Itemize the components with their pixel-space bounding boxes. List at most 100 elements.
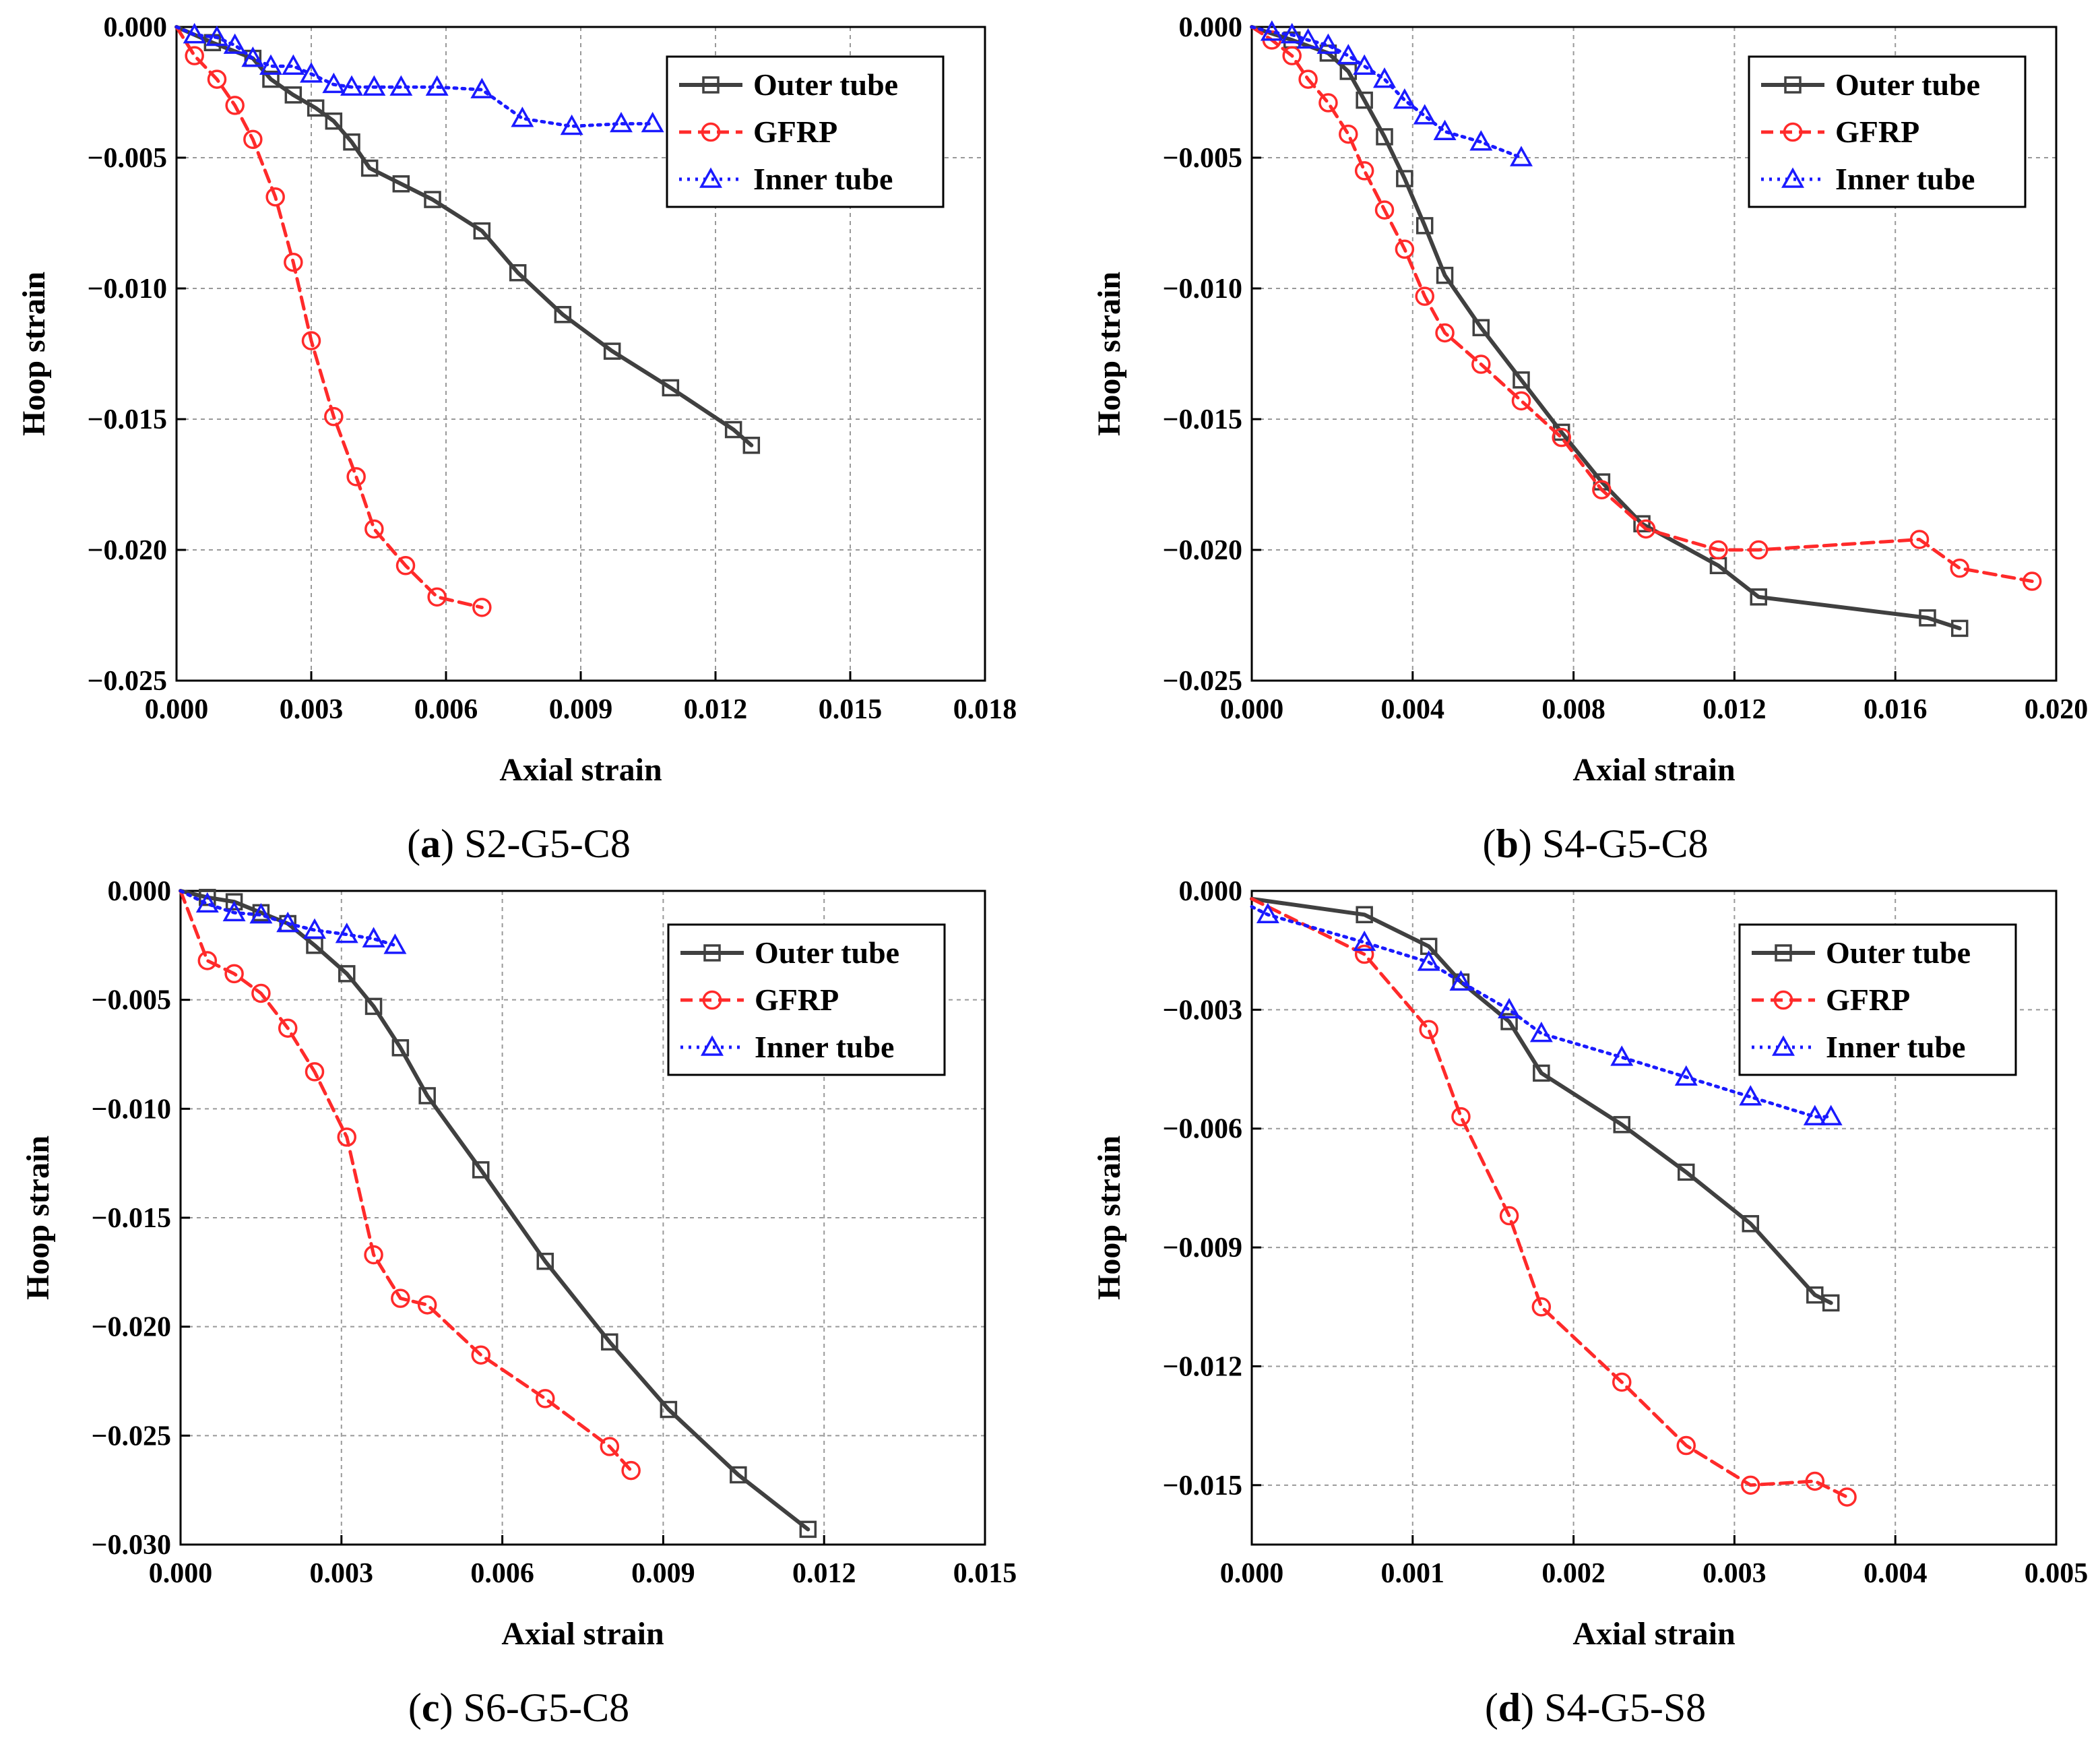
data-point-inner [340, 75, 363, 96]
gridlines [1252, 27, 2056, 681]
data-point-outer [1356, 91, 1373, 109]
caption-paren-open: ( [407, 821, 420, 866]
y-tick-label: −0.020 [88, 535, 167, 566]
legend-marker-inner [1772, 1035, 1795, 1056]
x-tick-label: 0.001 [1381, 1558, 1445, 1589]
series-line-outer [179, 889, 810, 1532]
data-point-outer [418, 1087, 436, 1105]
data-point-outer [307, 99, 325, 117]
data-point-gfrp [1339, 124, 1358, 144]
y-tick-label: −0.010 [92, 1094, 171, 1125]
data-point-inner [1417, 950, 1440, 971]
data-point-inner [1260, 20, 1283, 41]
y-tick-label: −0.025 [1163, 666, 1242, 697]
legend-marker-gfrp [702, 990, 722, 1010]
data-point-inner [1393, 88, 1416, 109]
y-tick-label: −0.012 [1163, 1351, 1242, 1382]
legend: Outer tube GFRP Inner tube [1748, 55, 2027, 208]
data-point-gfrp [600, 1437, 620, 1456]
y-tick-label: 0.000 [108, 876, 172, 907]
panel-d: 0.000 0.001 0.002 0.003 0.004 0.005 0.000 −0.00… [1091, 876, 2088, 1730]
x-tick-label: 0.002 [1541, 1558, 1605, 1589]
data-point-outer [1678, 1163, 1695, 1181]
caption-specimen: S6-G5-C8 [463, 1685, 629, 1730]
data-point-outer [799, 1520, 817, 1539]
y-tick-label: 0.000 [1179, 876, 1243, 907]
series-line-outer [174, 25, 754, 447]
x-tick-label: 0.008 [1541, 694, 1605, 725]
data-point-outer [262, 70, 280, 88]
data-point-gfrp [536, 1389, 555, 1408]
data-point-gfrp [278, 1018, 298, 1038]
y-tick-label: −0.010 [1163, 274, 1242, 305]
y-tick-label: −0.015 [88, 404, 167, 435]
data-point-gfrp [1592, 480, 1612, 500]
data-point-gfrp [324, 406, 344, 427]
data-point-inner [1674, 1065, 1698, 1086]
data-point-inner [1353, 54, 1376, 75]
y-tick-label: −0.020 [1163, 535, 1242, 566]
caption-letter: a [420, 821, 441, 866]
x-axis-title: Axial strain [1572, 1616, 1735, 1652]
data-point-outer [1396, 170, 1413, 187]
data-point-gfrp [1709, 540, 1728, 560]
series-gfrp [179, 889, 641, 1481]
y-tick-label: −0.015 [1163, 1470, 1242, 1501]
legend-marker-gfrp [701, 122, 721, 142]
data-point-outer [1436, 266, 1454, 284]
data-point-inner [303, 918, 326, 939]
y-tick-label: −0.015 [1163, 404, 1242, 435]
x-tick-label: 0.012 [792, 1558, 856, 1589]
x-tick-label: 0.004 [1381, 694, 1445, 725]
data-point-gfrp [1837, 1487, 1857, 1507]
caption-paren-open: ( [1482, 821, 1496, 866]
legend-marker-outer [702, 76, 720, 94]
data-point-outer [1806, 1286, 1824, 1304]
data-point-gfrp [1415, 286, 1434, 306]
data-point-outer [730, 1466, 747, 1484]
data-point-gfrp [1636, 519, 1656, 539]
data-point-inner [1610, 1045, 1634, 1066]
x-tick-label: 0.000 [1220, 1558, 1284, 1589]
data-point-outer [1376, 128, 1393, 146]
x-tick-label: 0.000 [149, 1558, 213, 1589]
data-point-gfrp [1435, 323, 1455, 343]
data-point-inner [470, 77, 494, 98]
data-point-outer [509, 263, 527, 282]
legend-marker-gfrp [1773, 990, 1793, 1010]
caption-paren-open: ( [408, 1685, 422, 1730]
x-tick-label: 0.003 [1703, 1558, 1767, 1589]
data-point-gfrp [391, 1288, 410, 1308]
y-axis-title: Hoop strain [16, 272, 52, 436]
x-tick-label: 0.016 [1864, 694, 1928, 725]
y-tick-label: −0.005 [88, 143, 167, 174]
data-point-gfrp [1950, 558, 1969, 578]
x-tick-label: 0.000 [145, 694, 209, 725]
x-tick-label: 0.009 [631, 1558, 695, 1589]
series-outer [174, 25, 761, 454]
data-point-gfrp [1531, 1297, 1552, 1317]
data-point-outer [1613, 1116, 1630, 1133]
data-point-gfrp [471, 1345, 491, 1365]
data-point-outer [662, 379, 680, 397]
series-gfrp [1250, 897, 1857, 1507]
caption-letter: d [1498, 1685, 1521, 1730]
series-line-inner [174, 25, 655, 128]
caption-paren-close: ) [1519, 821, 1542, 866]
data-point-outer [603, 342, 621, 360]
data-point-gfrp [472, 598, 492, 617]
y-tick-label: −0.003 [1163, 995, 1242, 1026]
y-tick-label: −0.005 [1163, 143, 1242, 174]
data-point-outer [1633, 515, 1651, 532]
data-point-outer [1472, 319, 1490, 336]
series-line-gfrp [1250, 897, 1849, 1499]
data-point-inner [560, 114, 583, 135]
x-tick-label: 0.005 [2025, 1558, 2089, 1589]
data-point-gfrp [1511, 391, 1531, 411]
data-point-gfrp [1451, 1107, 1471, 1127]
legend-label-outer: Outer tube [753, 67, 898, 102]
y-tick-label: −0.015 [92, 1203, 171, 1234]
caption-letter: b [1496, 821, 1518, 866]
data-point-gfrp [1499, 1206, 1519, 1226]
